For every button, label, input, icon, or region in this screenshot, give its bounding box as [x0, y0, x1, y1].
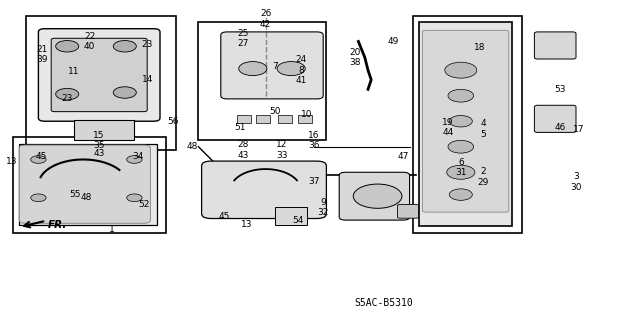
Bar: [237, 115, 251, 123]
Text: 48: 48: [81, 193, 92, 202]
Bar: [19, 144, 157, 225]
FancyBboxPatch shape: [534, 105, 576, 132]
Text: 45: 45: [218, 212, 230, 221]
Text: S5AC-B5310: S5AC-B5310: [355, 298, 413, 308]
Text: 56: 56: [167, 117, 179, 126]
Text: 23: 23: [141, 40, 153, 49]
Text: 17: 17: [573, 125, 585, 134]
FancyBboxPatch shape: [339, 172, 410, 220]
Text: 13: 13: [6, 157, 17, 166]
Text: 13: 13: [241, 220, 252, 229]
Text: 6
31: 6 31: [455, 158, 467, 177]
Text: 3
30: 3 30: [570, 172, 582, 191]
Circle shape: [56, 41, 79, 52]
Text: 43: 43: [93, 149, 105, 158]
Text: FR.: FR.: [48, 220, 67, 230]
Circle shape: [127, 156, 142, 163]
Bar: [26, 16, 176, 150]
FancyBboxPatch shape: [534, 32, 576, 59]
Circle shape: [448, 140, 474, 153]
Text: 22
40: 22 40: [84, 32, 95, 51]
Text: 26
42: 26 42: [260, 10, 271, 29]
Bar: [413, 16, 522, 233]
Text: 53: 53: [554, 85, 566, 94]
FancyBboxPatch shape: [221, 32, 323, 99]
Text: 18: 18: [474, 43, 486, 52]
Circle shape: [56, 88, 79, 100]
FancyBboxPatch shape: [38, 29, 160, 121]
FancyBboxPatch shape: [397, 204, 419, 218]
Circle shape: [445, 62, 477, 78]
FancyBboxPatch shape: [51, 38, 147, 112]
Circle shape: [277, 62, 305, 76]
Text: 51: 51: [234, 123, 246, 132]
Circle shape: [447, 165, 475, 179]
FancyBboxPatch shape: [202, 161, 326, 219]
Circle shape: [113, 41, 136, 52]
Bar: [278, 115, 292, 123]
Text: 15
35: 15 35: [93, 131, 105, 150]
FancyBboxPatch shape: [19, 145, 150, 223]
Text: 37: 37: [308, 177, 319, 186]
Text: 11: 11: [68, 67, 79, 76]
Text: 2
29: 2 29: [477, 167, 489, 187]
Text: 52: 52: [138, 200, 150, 209]
Text: 23: 23: [61, 94, 73, 103]
Bar: [275, 207, 307, 225]
Text: 28
43: 28 43: [237, 140, 249, 160]
Circle shape: [127, 194, 142, 202]
Circle shape: [353, 184, 402, 208]
Bar: [256, 115, 270, 123]
Circle shape: [239, 62, 267, 76]
Bar: [13, 137, 166, 233]
Circle shape: [449, 115, 472, 127]
Circle shape: [449, 189, 472, 200]
FancyBboxPatch shape: [422, 30, 509, 212]
Bar: [298, 115, 312, 123]
Text: 4
5: 4 5: [481, 120, 486, 139]
Text: 25
27: 25 27: [237, 29, 249, 48]
Text: 19
44: 19 44: [442, 118, 454, 137]
Circle shape: [31, 194, 46, 202]
Text: 55: 55: [70, 190, 81, 199]
Text: 12
33: 12 33: [276, 140, 287, 160]
Text: 14: 14: [141, 75, 153, 84]
Text: 45: 45: [36, 152, 47, 161]
Text: 10: 10: [301, 110, 313, 119]
Text: 24
8
41: 24 8 41: [295, 55, 307, 85]
Text: 7: 7: [273, 63, 278, 71]
Text: 47: 47: [397, 152, 409, 161]
Text: 48: 48: [186, 142, 198, 151]
Text: 54: 54: [292, 216, 303, 225]
Text: 46: 46: [554, 123, 566, 132]
Text: 34: 34: [132, 152, 143, 161]
Bar: [419, 22, 512, 226]
Circle shape: [31, 156, 46, 163]
Text: 49: 49: [388, 37, 399, 46]
Bar: [198, 22, 326, 140]
Text: 20
38: 20 38: [349, 48, 361, 67]
Circle shape: [448, 89, 474, 102]
Text: 16
36: 16 36: [308, 131, 319, 150]
Text: 1: 1: [109, 225, 115, 234]
Text: 21
39: 21 39: [36, 45, 47, 64]
Text: 50: 50: [269, 107, 281, 116]
Circle shape: [113, 87, 136, 98]
Text: 9
32: 9 32: [317, 198, 329, 217]
Bar: [74, 120, 134, 140]
